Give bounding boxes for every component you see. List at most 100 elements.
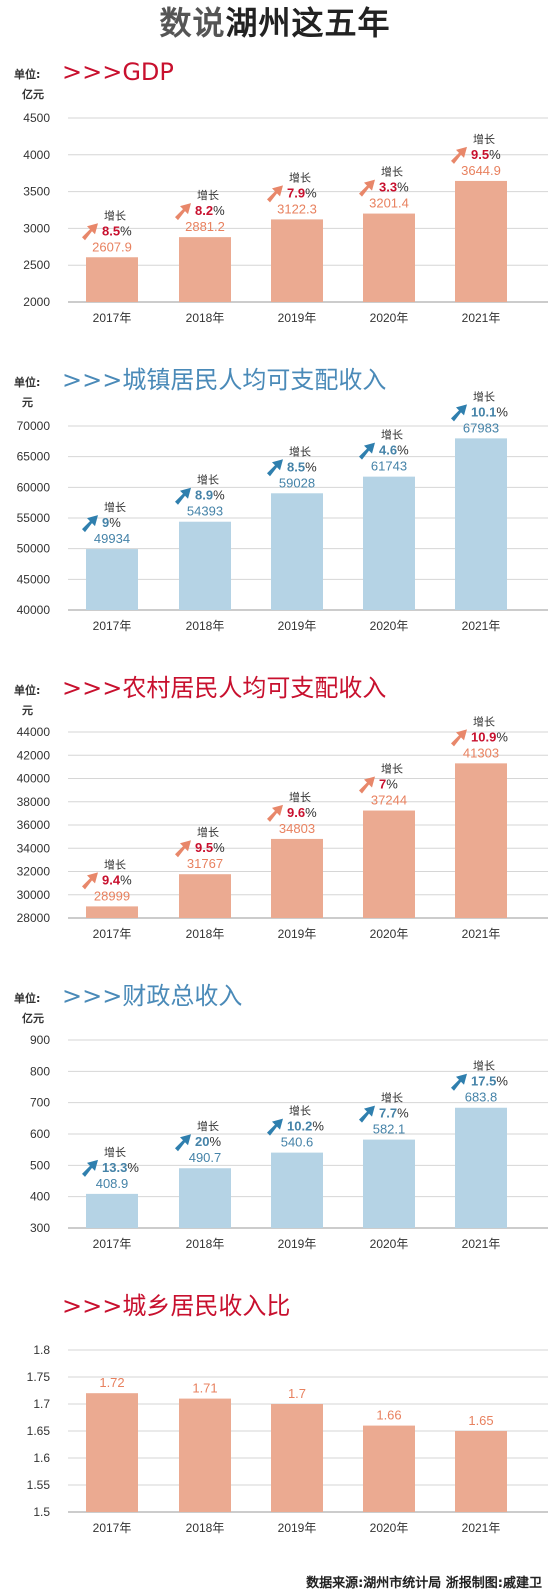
growth-arrow-shape xyxy=(451,1073,467,1091)
y-tick-label: 300 xyxy=(30,1221,50,1235)
unit-value: 亿元 xyxy=(22,1011,44,1025)
value-label: 37244 xyxy=(371,793,407,808)
value-label: 1.65 xyxy=(468,1413,493,1428)
growth-arrow-shape xyxy=(82,515,98,533)
bar xyxy=(271,219,323,302)
percent-sign: % xyxy=(120,872,132,887)
growth-percent-value: 9.5 xyxy=(195,840,213,855)
growth-arrow-shape xyxy=(267,185,283,203)
chart-fiscal-revenue-svg: >>>财政总收入 单位: 亿元 300 400 500 600 700 800 900 408.9 2… xyxy=(14,982,548,1251)
x-tick-label: 2017年 xyxy=(93,927,132,941)
x-tick-label: 2017年 xyxy=(93,619,132,633)
growth-value: 9% xyxy=(102,515,121,530)
value-label: 2881.2 xyxy=(185,219,225,234)
growth-value: 7.7% xyxy=(379,1106,409,1121)
x-tick-label: 2018年 xyxy=(186,927,225,941)
growth-value: 7% xyxy=(379,777,398,792)
chart-title: >>>财政总收入 xyxy=(62,982,242,1010)
y-tick-label: 65000 xyxy=(17,450,51,464)
bar xyxy=(455,1431,507,1512)
y-tick-label: 36000 xyxy=(17,818,51,832)
growth-label: 增长 xyxy=(289,444,311,458)
growth-arrow-shape xyxy=(82,1159,98,1177)
percent-sign: % xyxy=(489,147,501,162)
y-tick-label: 60000 xyxy=(17,480,51,494)
bar xyxy=(86,1193,138,1228)
growth-arrow-icon xyxy=(451,404,467,422)
value-label: 2607.9 xyxy=(92,239,132,254)
growth-arrow-shape xyxy=(267,804,283,822)
unit-label: 单位: xyxy=(14,375,40,389)
y-tick-label: 4000 xyxy=(23,148,50,162)
growth-arrow-icon xyxy=(267,185,283,203)
y-tick-label: 1.6 xyxy=(33,1451,50,1465)
percent-sign: % xyxy=(213,203,225,218)
y-tick-label: 32000 xyxy=(17,865,51,879)
growth-label: 增长 xyxy=(289,1104,311,1118)
growth-arrow-icon xyxy=(175,1134,191,1152)
percent-sign: % xyxy=(305,459,317,474)
growth-value: 8.5% xyxy=(287,459,317,474)
chart-title: >>>城镇居民人均可支配收入 xyxy=(62,366,386,394)
y-tick-label: 2500 xyxy=(23,258,50,272)
y-tick-label: 40000 xyxy=(17,603,51,617)
y-tick-label: 55000 xyxy=(17,511,51,525)
bar xyxy=(363,1425,415,1512)
x-tick-label: 2020年 xyxy=(370,1237,409,1251)
x-tick-label: 2019年 xyxy=(278,1237,317,1251)
bar xyxy=(363,1139,415,1228)
chart-urban-income-svg: >>>城镇居民人均可支配收入 单位: 元 40000 45000 50000 55000 60… xyxy=(14,366,548,633)
growth-percent-value: 9 xyxy=(102,515,109,530)
growth-value: 9.6% xyxy=(287,805,317,820)
growth-arrow-icon xyxy=(82,872,98,890)
bar xyxy=(179,521,231,610)
growth-label: 增长 xyxy=(104,208,126,222)
growth-value: 9.5% xyxy=(195,840,225,855)
bar xyxy=(179,1168,231,1228)
growth-value: 20% xyxy=(195,1134,221,1149)
value-label: 1.7 xyxy=(288,1386,306,1401)
growth-percent-value: 10.9 xyxy=(471,729,496,744)
growth-percent-value: 10.2 xyxy=(287,1119,312,1134)
chart-gdp-svg: >>>GDP 单位: 亿元 2000 2500 3000 3500 4000 4500 2607.… xyxy=(14,58,548,325)
growth-percent-value: 9.6 xyxy=(287,805,305,820)
value-label: 49934 xyxy=(94,531,130,546)
growth-value: 4.6% xyxy=(379,443,409,458)
percent-sign: % xyxy=(386,777,398,792)
y-tick-label: 38000 xyxy=(17,795,51,809)
value-label: 34803 xyxy=(279,821,315,836)
growth-arrow-icon xyxy=(451,1073,467,1091)
growth-arrow-icon xyxy=(359,1105,375,1123)
bar xyxy=(86,257,138,302)
x-tick-label: 2017年 xyxy=(93,1237,132,1251)
growth-arrow-shape xyxy=(267,459,283,477)
value-label: 67983 xyxy=(463,420,499,435)
value-label: 1.71 xyxy=(192,1381,217,1396)
bar xyxy=(455,763,507,918)
value-label: 59028 xyxy=(279,475,315,490)
growth-arrow-icon xyxy=(267,1118,283,1136)
value-label: 683.8 xyxy=(465,1090,498,1105)
growth-label: 增长 xyxy=(197,825,219,839)
growth-value: 8.2% xyxy=(195,203,225,218)
growth-label: 增长 xyxy=(381,165,403,179)
growth-arrow-shape xyxy=(451,146,467,164)
growth-percent-value: 8.2 xyxy=(195,203,213,218)
value-label: 3201.4 xyxy=(369,196,409,211)
percent-sign: % xyxy=(496,404,508,419)
growth-value: 9.4% xyxy=(102,872,132,887)
y-tick-label: 3000 xyxy=(23,221,50,235)
bar xyxy=(271,1404,323,1512)
growth-label: 增长 xyxy=(104,500,126,514)
growth-value: 13.3% xyxy=(102,1160,139,1175)
value-label: 582.1 xyxy=(373,1122,406,1137)
growth-value: 3.3% xyxy=(379,180,409,195)
growth-arrow-icon xyxy=(267,459,283,477)
growth-label: 增长 xyxy=(473,714,495,728)
x-tick-label: 2018年 xyxy=(186,619,225,633)
growth-label: 增长 xyxy=(289,170,311,184)
growth-label: 增长 xyxy=(381,1091,403,1105)
percent-sign: % xyxy=(305,185,317,200)
y-tick-label: 1.75 xyxy=(27,1370,51,1384)
growth-arrow-shape xyxy=(451,404,467,422)
